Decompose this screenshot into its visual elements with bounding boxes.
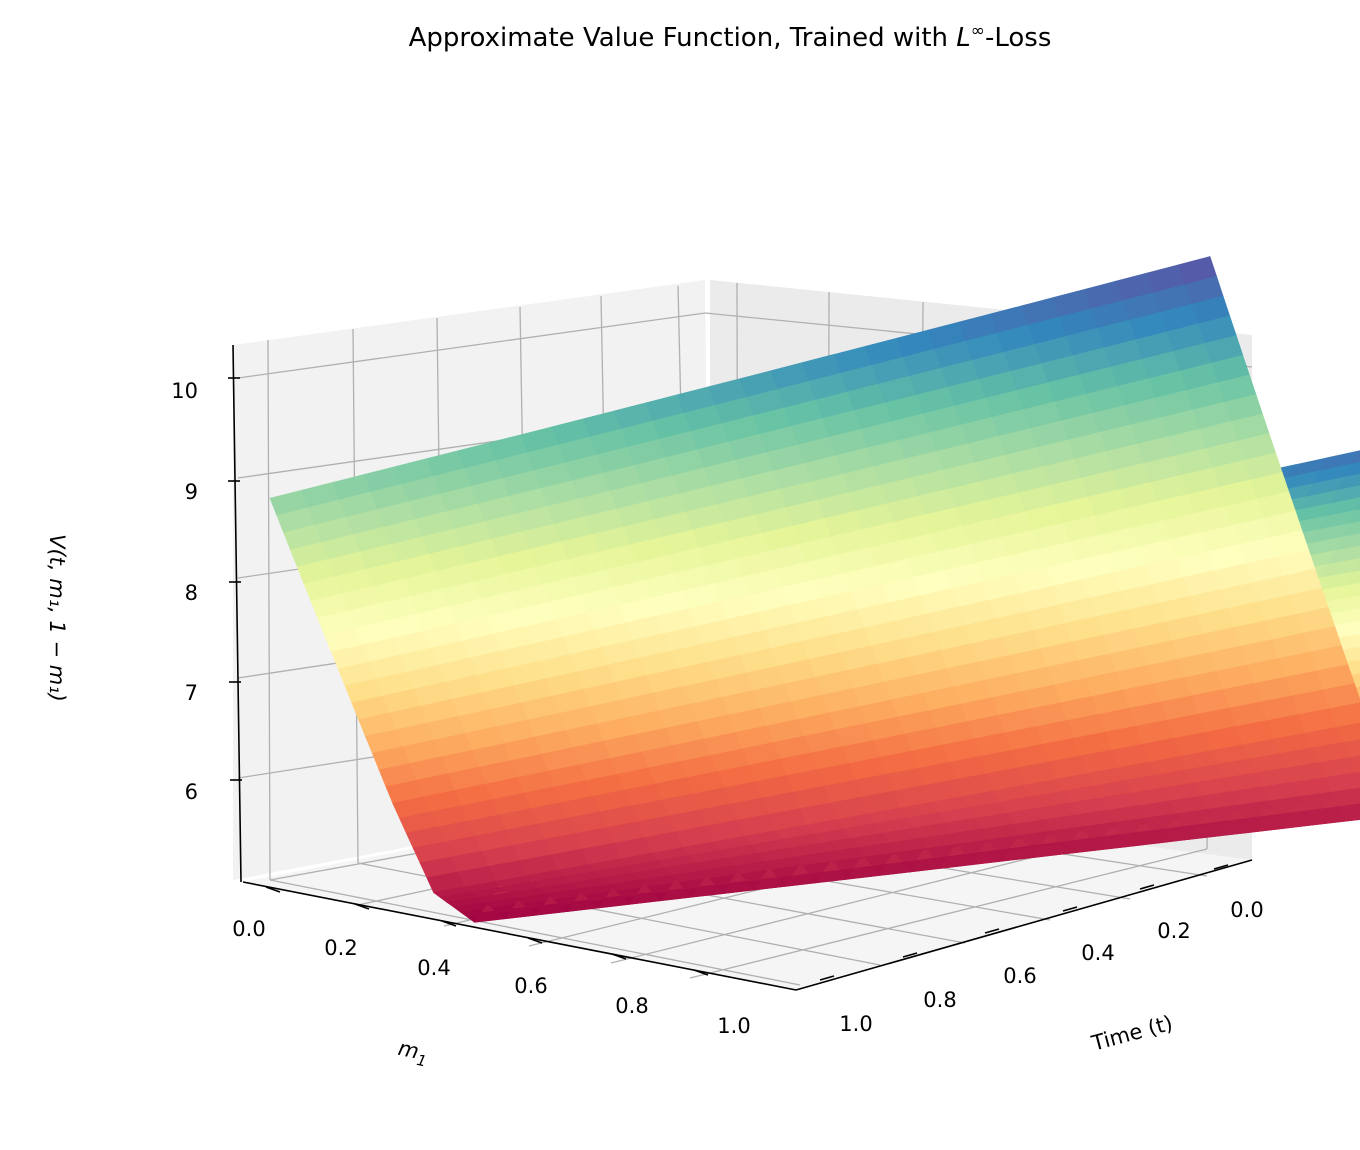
surface-patch [1350, 621, 1360, 637]
surface-patch [1344, 808, 1360, 822]
surface-patch [1355, 771, 1360, 783]
time-tick-label: 0.8 [923, 988, 956, 1012]
z-axis-line [232, 344, 242, 883]
m1-axis-line [242, 881, 797, 991]
m1-tick-label: 0.8 [615, 994, 648, 1018]
z-tick-label: 8 [185, 581, 198, 605]
time-tick-label: 0.2 [1157, 919, 1190, 943]
m1-tick-label: 1.0 [717, 1014, 750, 1038]
time-tick-label: 0.0 [1230, 898, 1263, 922]
time-tick-labels: 0.0 0.2 0.4 0.6 0.8 1.0 [839, 898, 1263, 1036]
surface [269, 256, 1360, 923]
time-tick-label: 1.0 [839, 1012, 872, 1036]
time-tick-label: 0.4 [1081, 941, 1114, 965]
z-tick-labels: 10 9 8 7 6 [171, 379, 198, 804]
z-tick-label: 9 [185, 480, 198, 504]
m1-axis-label: m1 [395, 1036, 430, 1071]
m1-tick-label: 0.2 [324, 936, 357, 960]
m1-tick-label: 0.6 [514, 974, 547, 998]
surface-patch [1356, 615, 1360, 623]
z-tick-label: 6 [185, 780, 198, 804]
chart-title: Approximate Value Function, Trained with… [409, 21, 1052, 53]
surface-patch [1354, 676, 1360, 689]
m1-tick-label: 0.0 [232, 917, 265, 941]
surface-patch [1354, 499, 1360, 511]
axis-lines [232, 344, 1253, 991]
time-axis-label: Time (t) [1088, 1011, 1175, 1056]
z-tick-label: 7 [185, 681, 198, 705]
m1-tick-labels: 0.0 0.2 0.4 0.6 0.8 1.0 [232, 917, 750, 1038]
time-axis-line [795, 859, 1253, 991]
time-tick-label: 0.6 [1003, 964, 1036, 988]
tick-marks [228, 377, 1229, 981]
z-axis-label: V(t, m₁, 1 − m₁) [45, 534, 69, 702]
surface-patch [1350, 450, 1360, 465]
z-tick-label: 10 [171, 379, 198, 403]
m1-tick-label: 0.4 [417, 956, 450, 980]
